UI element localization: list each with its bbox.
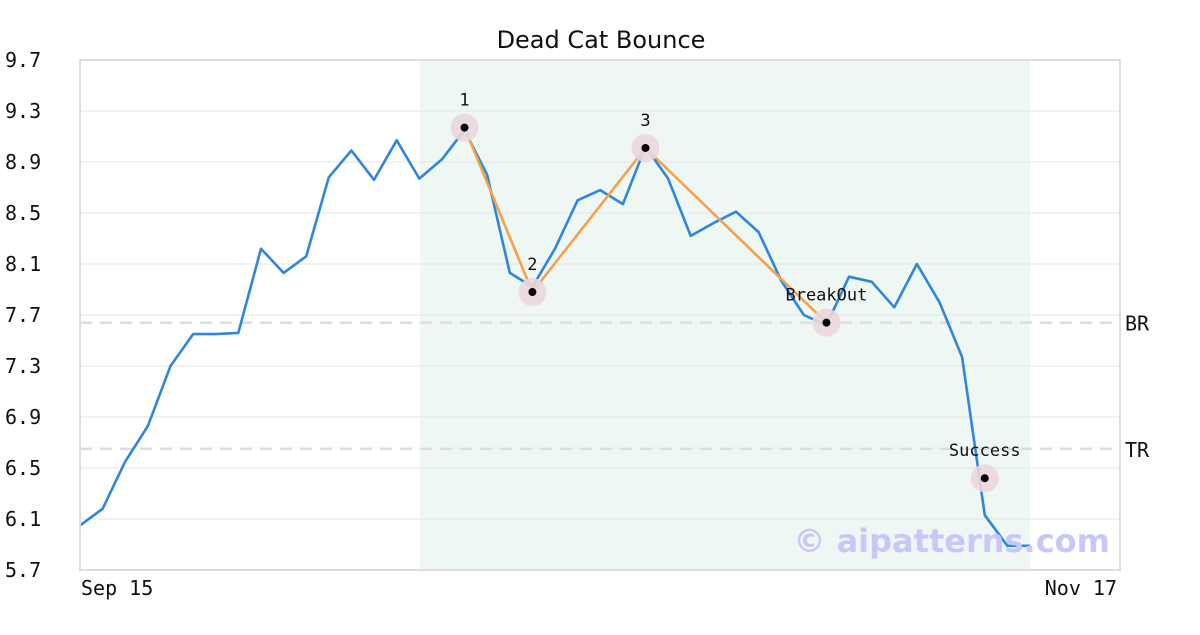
pattern-point-label: 3 [640,111,650,131]
price-series-line [79,128,1030,548]
x-end-label: Nov 17 [1045,576,1117,600]
pattern-line [463,127,828,324]
y-tick-label: 8.1 [5,252,41,276]
y-tick-label: 6.9 [5,405,41,429]
reference-line-label: TR [1125,438,1150,462]
pattern-point-label: BreakOut [785,286,867,306]
reference-line-label: BR [1125,312,1150,336]
pattern-point-marker [641,143,650,152]
pattern-point-marker [460,123,469,132]
watermark: © aipatterns.com [793,522,1110,560]
pattern-point-marker [980,474,989,483]
chart-title: Dead Cat Bounce [497,26,706,54]
y-tick-label: 9.3 [5,99,41,123]
y-tick-label: 7.7 [5,303,41,327]
pattern-point-label: 1 [459,91,469,111]
y-tick-labels: 9.7 9.3 8.9 8.5 8.1 7.7 7.3 6.9 6.5 6.1 5.7 [5,48,41,582]
y-tick-label: 7.3 [5,354,41,378]
plot-frame [79,59,1121,571]
pattern-point-label: Success [949,441,1021,461]
pattern-point-marker [528,288,537,297]
y-tick-label: 6.1 [5,507,41,531]
y-tick-label: 6.5 [5,456,41,480]
y-tick-label: 8.9 [5,150,41,174]
x-start-label: Sep 15 [81,576,153,600]
y-tick-label: 5.7 [5,558,41,582]
y-tick-label: 8.5 [5,201,41,225]
pattern-point-label: 2 [527,255,537,275]
pattern-point-marker [822,318,831,327]
pattern-points: 1 2 3 BreakOut Success [450,91,1021,493]
y-tick-label: 9.7 [5,48,41,72]
